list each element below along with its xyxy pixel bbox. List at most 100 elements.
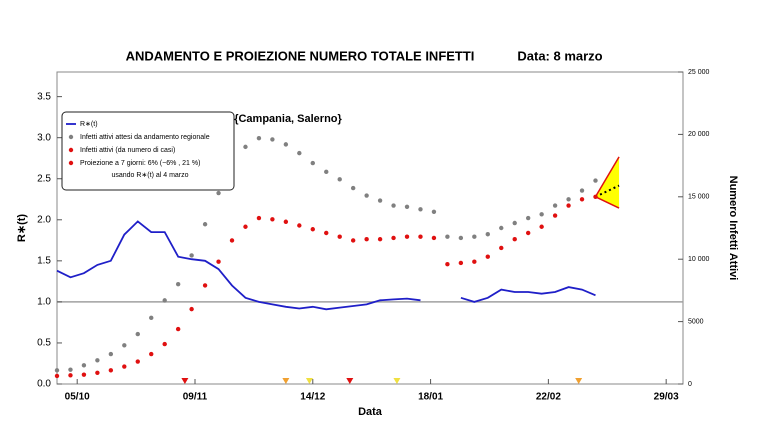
series-dot [149, 351, 154, 357]
y2-tick-label: 25 000 [688, 69, 710, 76]
series-dot [175, 281, 181, 287]
series-dot [472, 234, 477, 239]
legend-swatch [68, 134, 74, 140]
series-dot [364, 193, 369, 198]
legend-box [61, 111, 235, 191]
series-dot [54, 373, 60, 379]
series-dot [593, 178, 598, 183]
series-dot [485, 232, 490, 237]
x-tick-label: 29/03 [654, 392, 679, 403]
series-dot [364, 237, 369, 242]
series-dot [418, 234, 423, 239]
series-dot [202, 222, 208, 227]
series-line [56, 220, 596, 311]
series-dot [404, 234, 410, 239]
legend-label: Infetti attivi (da numero di casi) [80, 147, 175, 154]
series-dot [108, 368, 114, 373]
series-dot [256, 215, 262, 221]
y2-tick-label: 5000 [688, 318, 704, 325]
series-dot [458, 235, 464, 241]
series-dot [579, 197, 585, 202]
annotation: {Campania, Salerno} [234, 113, 342, 125]
series-dot [445, 234, 450, 239]
series-dot [431, 209, 437, 214]
x-axis-label: Data [358, 406, 383, 418]
series-dot [135, 331, 140, 337]
series-dot [81, 372, 87, 377]
series-dot [552, 213, 558, 218]
event-marker [575, 378, 583, 384]
legend-swatch [68, 147, 74, 153]
series-dot [108, 351, 114, 357]
legend-label: R∗(t) [80, 121, 98, 128]
event-marker [346, 378, 354, 384]
y-axis-label: R∗(t) [16, 214, 28, 242]
series-dot [81, 363, 87, 368]
y2-tick-label: 15 000 [688, 194, 710, 201]
series-dot [243, 224, 248, 229]
series-dot [68, 373, 73, 378]
series-dot [458, 260, 464, 266]
series-dot [283, 142, 289, 147]
series-dot [431, 235, 437, 241]
y-tick-label: 1.5 [37, 255, 51, 266]
series-dot [324, 230, 329, 236]
x-tick-label: 14/12 [300, 392, 325, 403]
series-dot [122, 343, 127, 348]
y-tick-label: 1.0 [37, 297, 51, 308]
projection-edge [594, 156, 620, 198]
series-dot [593, 194, 598, 199]
series-dot [499, 245, 504, 251]
chart-title: ANDAMENTO E PROIEZIONE NUMERO TOTALE INF… [126, 48, 475, 63]
series-dot [337, 177, 342, 182]
y2-tick-label: 10 000 [688, 256, 710, 263]
y-tick-label: 3.0 [37, 132, 51, 143]
series-dot [552, 203, 558, 208]
series-dot [337, 234, 342, 239]
series-dot [189, 253, 194, 258]
series-dot [270, 217, 275, 222]
legend-label: Proiezione a 7 giorni: 6% (−6% , 21 %) [80, 160, 200, 167]
legend-swatch [68, 160, 74, 166]
x-tick-label: 09/11 [183, 392, 208, 403]
series-dot [391, 235, 396, 241]
series-dot [68, 367, 73, 372]
series-dot [310, 227, 315, 232]
y2-tick-label: 0 [688, 381, 692, 388]
projection-line [595, 184, 620, 198]
series-dot [512, 220, 517, 226]
series-dot [566, 197, 571, 202]
series-dot [297, 223, 302, 228]
series-dot [243, 144, 248, 150]
series-dot [95, 358, 100, 363]
series-dot [54, 368, 60, 373]
series-dot [310, 160, 315, 166]
legend-label: Infetti attivi attesi da andamento regio… [80, 134, 210, 141]
series-dot [135, 359, 140, 364]
series-dot [122, 364, 127, 369]
event-marker [181, 378, 189, 384]
event-marker [393, 378, 401, 384]
series-dot [149, 315, 154, 321]
series-dot [270, 137, 275, 142]
y-tick-label: 2.5 [37, 173, 51, 184]
series-dot [404, 204, 410, 209]
series-dot [418, 207, 423, 212]
series-dot [175, 326, 181, 332]
chart-subtitle: Data: 8 marzo [517, 48, 602, 63]
series-dot [297, 150, 302, 156]
series-dot [202, 283, 208, 288]
event-marker [305, 378, 313, 384]
projection-area [595, 156, 620, 209]
series-dot [350, 185, 356, 191]
series-dot [216, 190, 221, 196]
series-dot [189, 306, 194, 312]
series-dot [216, 259, 221, 264]
series-dot [377, 198, 383, 203]
event-marker [282, 378, 290, 384]
series-dot [512, 237, 517, 242]
plot-frame [56, 71, 684, 385]
series-dot [350, 238, 356, 243]
